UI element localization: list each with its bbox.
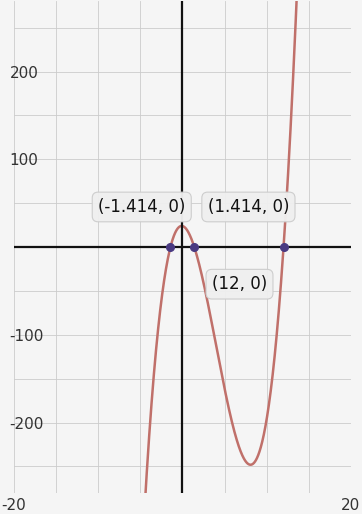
Text: (12, 0): (12, 0) [212,275,267,293]
Text: (1.414, 0): (1.414, 0) [208,198,289,216]
Text: (-1.414, 0): (-1.414, 0) [98,198,185,216]
